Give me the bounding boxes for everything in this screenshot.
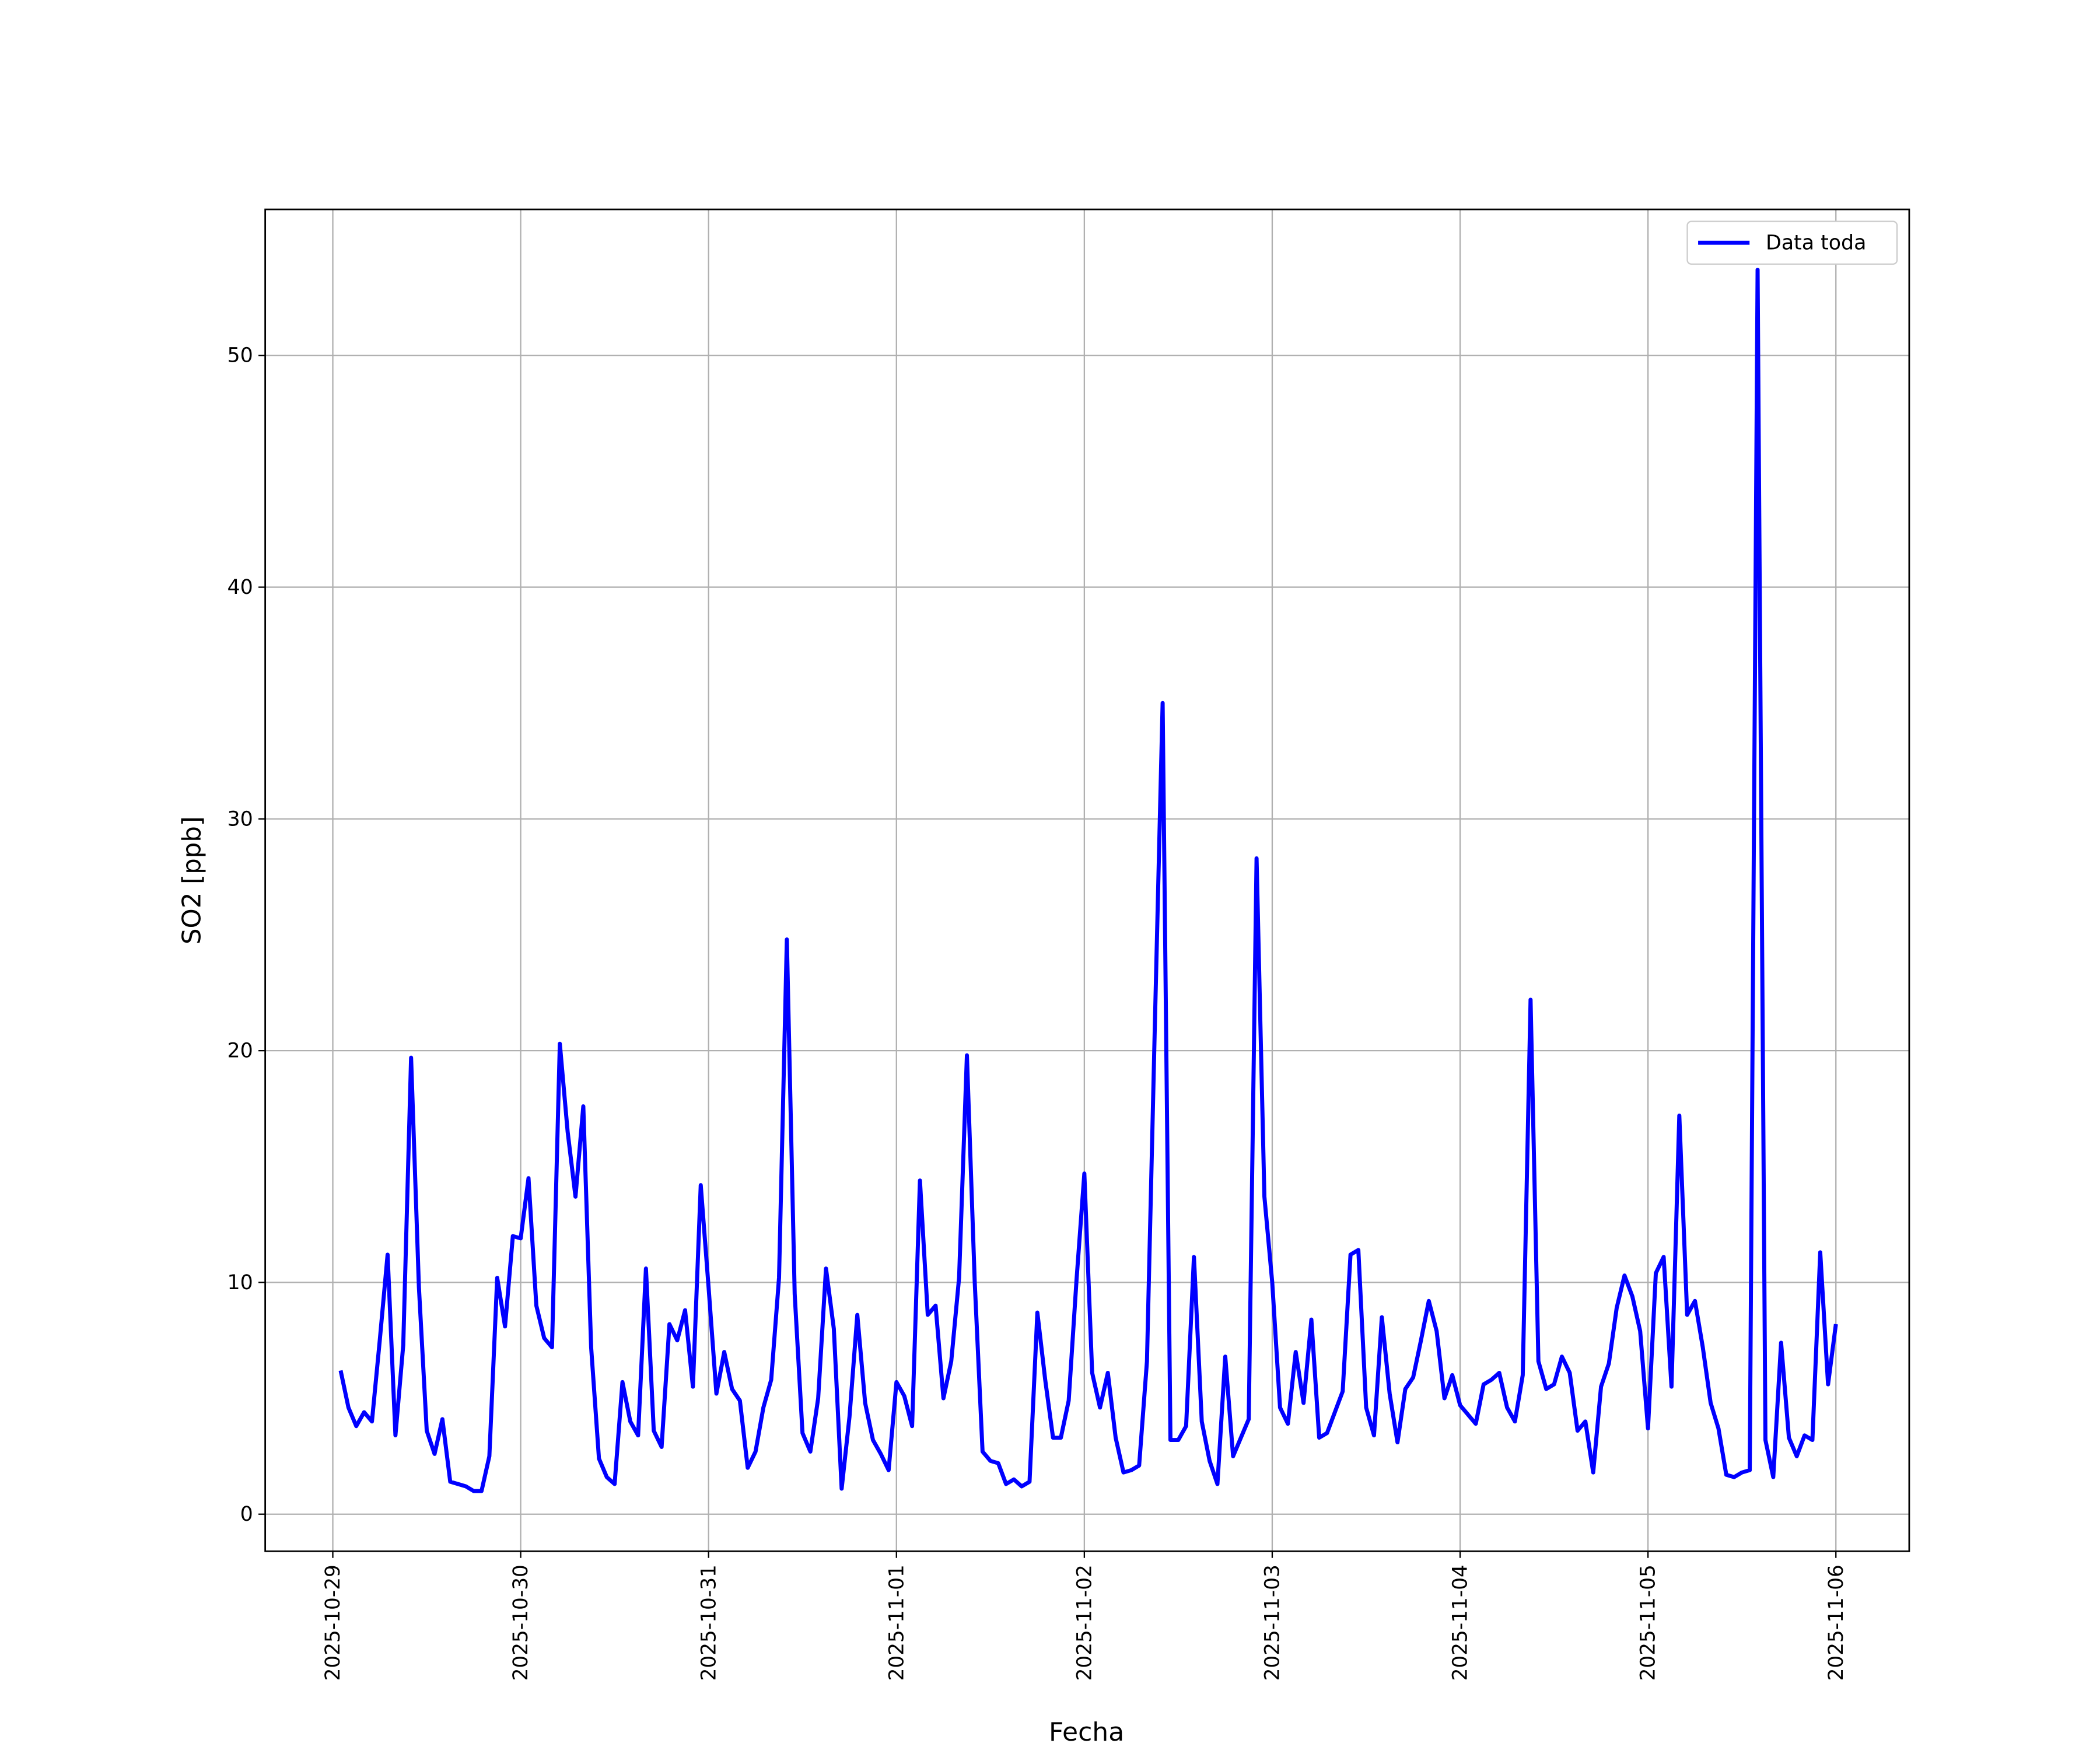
x-tick-label: 2025-10-29 [321, 1564, 345, 1681]
x-tick-label: 2025-10-30 [509, 1564, 533, 1681]
y-tick-label: 50 [227, 344, 253, 368]
x-tick-label: 2025-11-05 [1637, 1564, 1660, 1681]
x-tick-label: 2025-11-02 [1073, 1564, 1096, 1681]
y-tick-label: 20 [227, 1040, 253, 1063]
y-tick-label: 30 [227, 808, 253, 831]
x-tick-label: 2025-11-04 [1448, 1564, 1472, 1681]
x-tick-label: 2025-11-06 [1825, 1564, 1848, 1681]
legend: Data toda [1686, 220, 1898, 265]
x-tick-label: 2025-11-01 [885, 1564, 908, 1681]
legend-box [1686, 220, 1898, 265]
y-axis-label: SO2 [ppb] [177, 816, 206, 944]
x-tick-label: 2025-11-03 [1261, 1564, 1284, 1681]
y-tick-label: 10 [227, 1271, 253, 1294]
x-tick-label: 2025-10-31 [697, 1564, 720, 1681]
legend-label: Data toda [1766, 232, 1866, 255]
data-line [338, 267, 1838, 1493]
y-tick-label: 40 [227, 576, 253, 599]
y-tick-label: 0 [240, 1503, 253, 1526]
plot-frame [264, 208, 1910, 1552]
x-axis-label: Fecha [1049, 1717, 1124, 1747]
